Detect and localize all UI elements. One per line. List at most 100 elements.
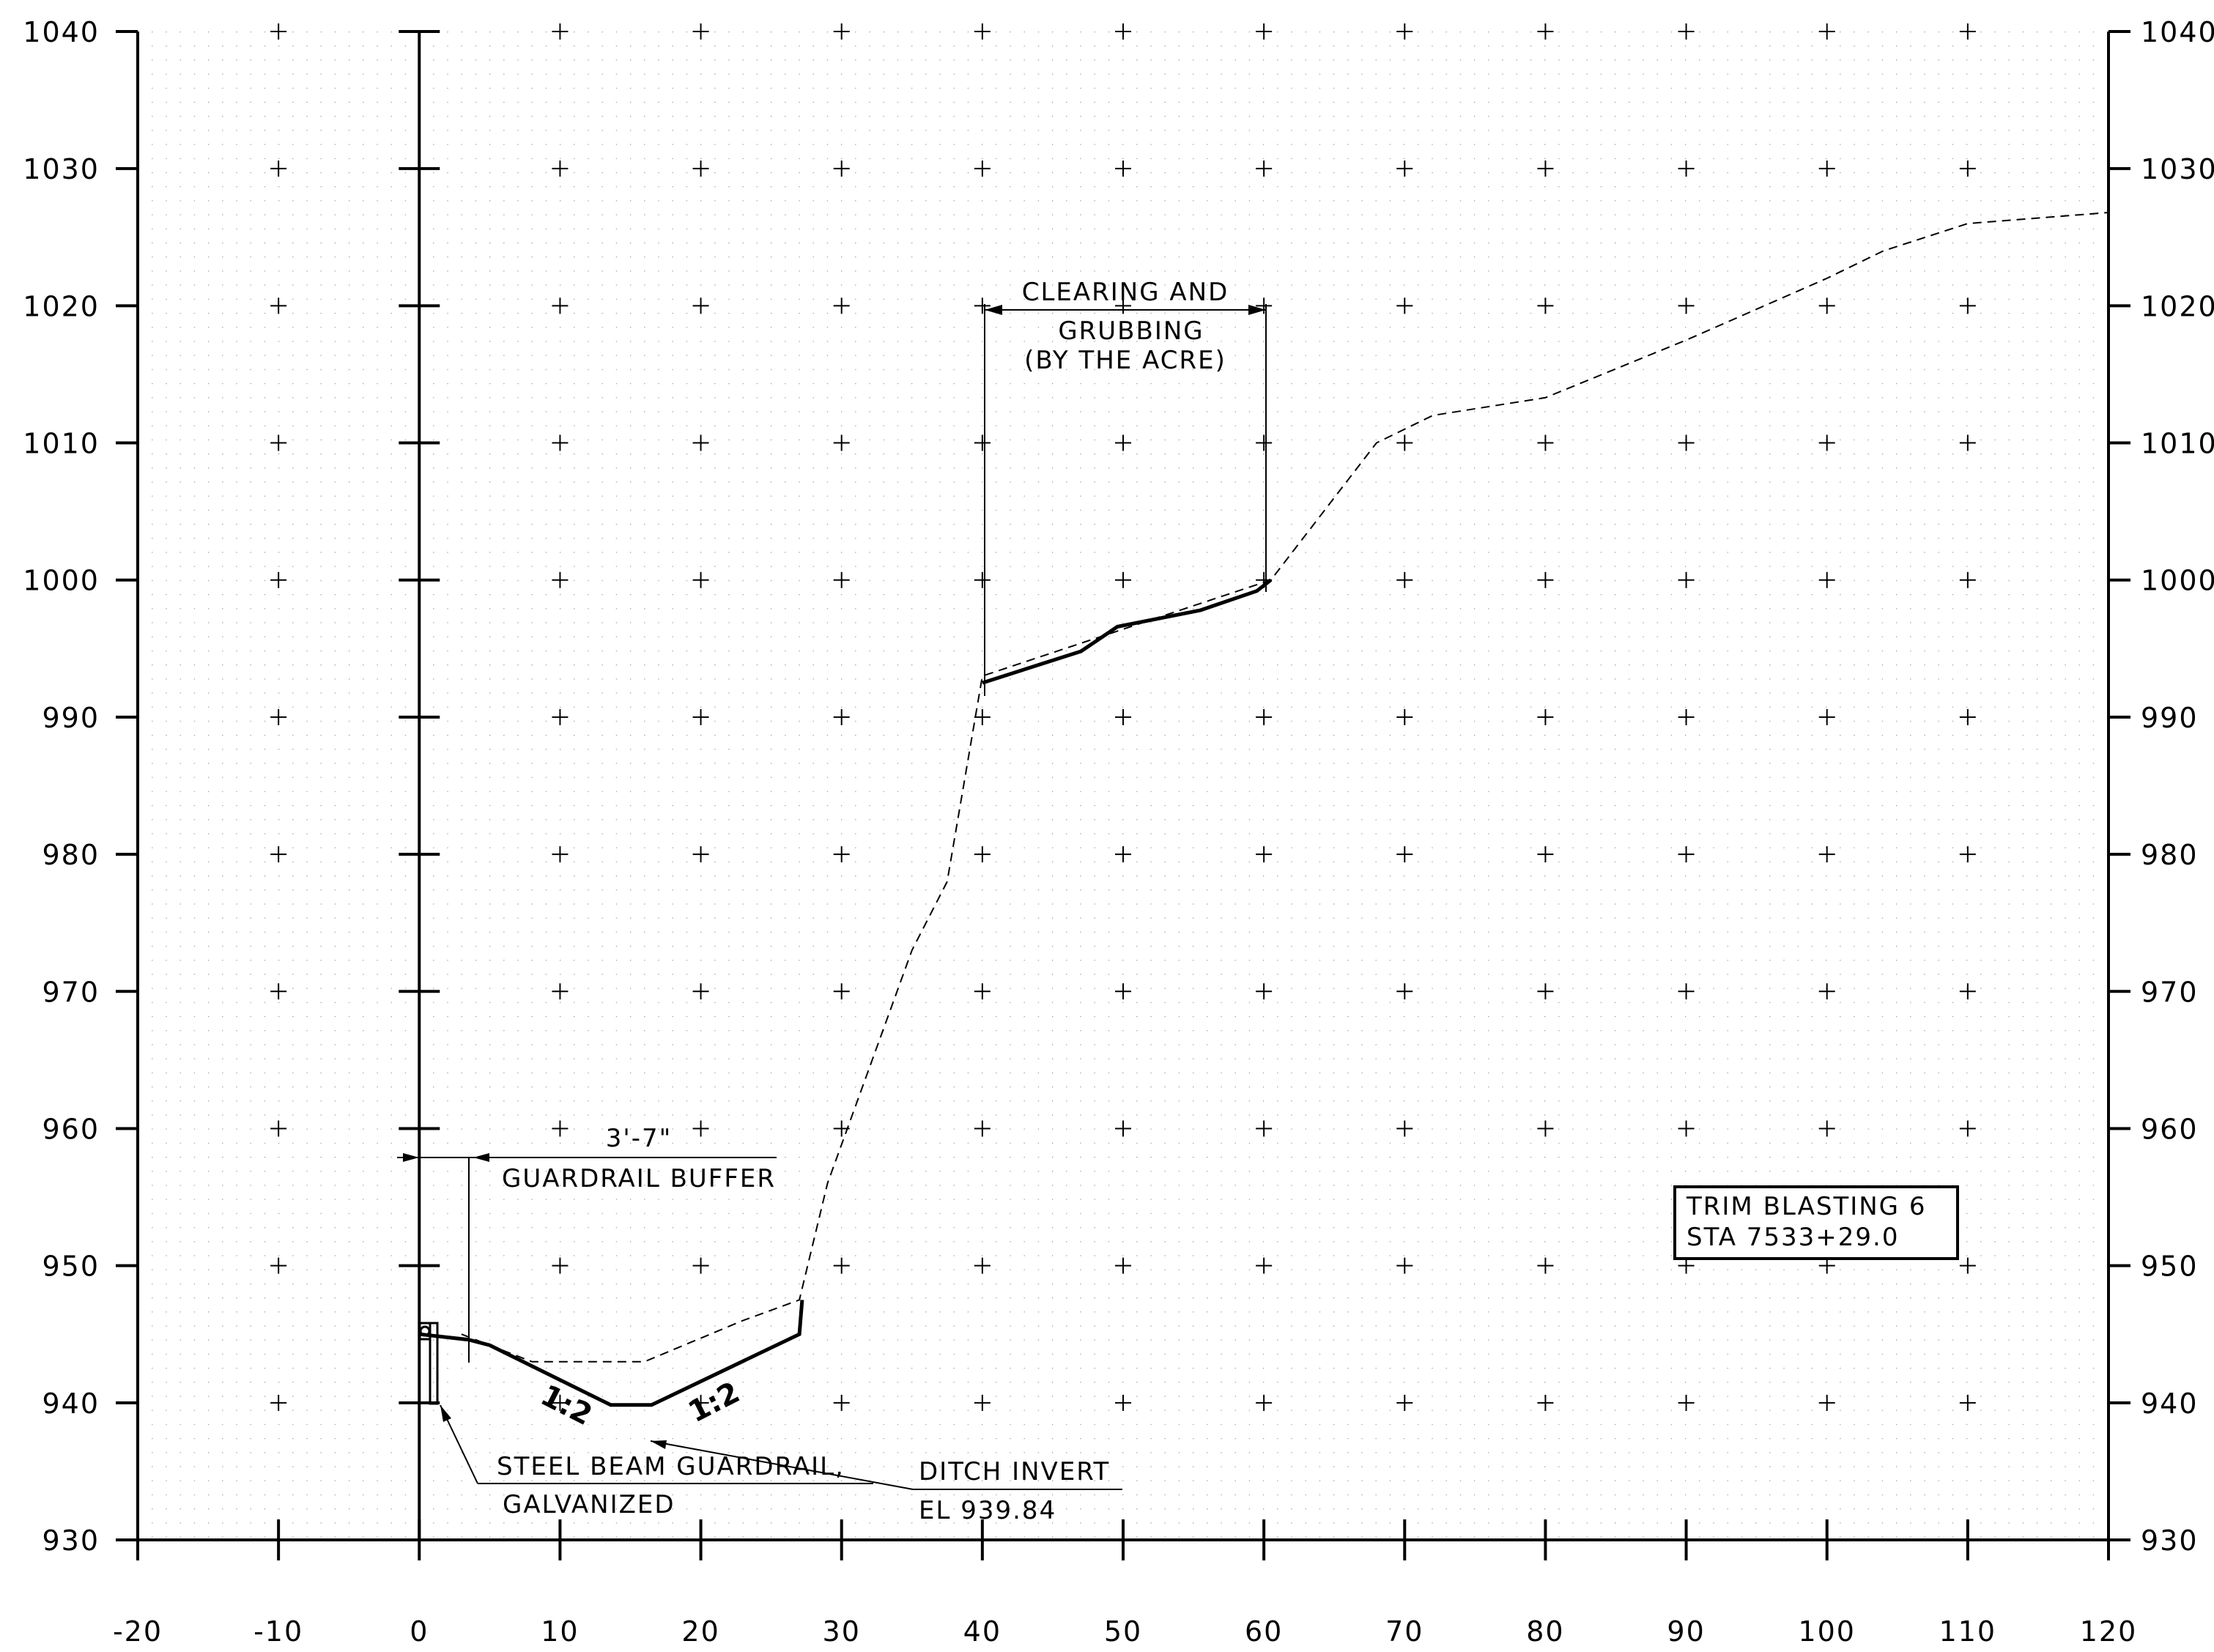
- grid-cross-marker: [833, 1257, 850, 1274]
- y-tick-label-right: 960: [2141, 1113, 2199, 1145]
- grid-cross-marker: [974, 297, 991, 314]
- station-number: STA 7533+29.0: [1687, 1223, 1900, 1252]
- ditch-invert-label-line2: EL 939.84: [919, 1496, 1056, 1525]
- x-tick-label: -10: [253, 1615, 303, 1648]
- x-tick-label: -20: [113, 1615, 163, 1648]
- y-tick-label-left: 980: [42, 839, 100, 871]
- grid-cross-marker: [1256, 434, 1273, 451]
- grid-cross-marker: [1256, 160, 1273, 177]
- grid-cross-marker: [270, 1257, 287, 1274]
- grid-cross-marker: [552, 297, 569, 314]
- grid-cross-marker: [552, 1394, 569, 1411]
- grid-cross-marker: [1537, 708, 1554, 725]
- grid-cross-marker: [1115, 1394, 1131, 1411]
- grid-cross-marker: [1115, 297, 1131, 314]
- grid-cross-marker: [1678, 846, 1695, 863]
- grid-cross-marker: [270, 708, 287, 725]
- y-tick-label-left: 950: [42, 1251, 100, 1283]
- grid-cross-marker: [974, 983, 991, 1000]
- grid-cross-marker: [1537, 297, 1554, 314]
- grid-cross-marker: [1818, 1257, 1835, 1274]
- grid-cross-marker: [1537, 1257, 1554, 1274]
- grid-cross-marker: [833, 23, 850, 40]
- y-tick-label-left: 1040: [23, 16, 100, 48]
- grid-cross-marker: [1678, 571, 1695, 588]
- grid-cross-marker: [1115, 160, 1131, 177]
- grid-cross-marker: [1115, 846, 1131, 863]
- grid-cross-marker: [1959, 23, 1976, 40]
- grid-cross-marker: [692, 983, 709, 1000]
- grid-cross-marker: [1959, 434, 1976, 451]
- ditch-invert-leader: [650, 1440, 1122, 1490]
- grid-cross-marker: [1256, 23, 1273, 40]
- grid-cross-marker: [1678, 434, 1695, 451]
- grid-cross-marker: [974, 434, 991, 451]
- grid-cross-marker: [833, 434, 850, 451]
- y-tick-label-right: 990: [2141, 702, 2199, 734]
- x-tick-labels: -20 -10 0 10 20 30 40 50 60 70 80 90 100 110 120: [113, 1615, 2136, 1648]
- grid-cross-marker: [552, 160, 569, 177]
- grid-cross-marker: [270, 23, 287, 40]
- y-tick-label-right: 1020: [2141, 290, 2214, 322]
- grid-cross-marker: [270, 983, 287, 1000]
- grid-cross-marker: [1396, 1394, 1413, 1411]
- grid-cross-marker: [1396, 983, 1413, 1000]
- grid-cross-marker: [1115, 1257, 1131, 1274]
- grid-cross-marker: [1818, 160, 1835, 177]
- clearing-label-line2: GRUBBING: [1058, 316, 1204, 346]
- y-tick-label-left: 1020: [23, 290, 100, 322]
- guardrail-buffer-dimension: [397, 1153, 777, 1363]
- grid-cross-marker: [1256, 1257, 1273, 1274]
- x-tick-label: 0: [410, 1615, 429, 1648]
- grid-cross-marker: [1818, 846, 1835, 863]
- grid-cross-marker: [833, 160, 850, 177]
- clearing-label-line3: (BY THE ACRE): [1024, 346, 1226, 375]
- grid-cross-marker: [1818, 297, 1835, 314]
- grid-cross-marker: [1678, 1394, 1695, 1411]
- grid-cross-marker: [692, 434, 709, 451]
- y-tick-label-left: 990: [42, 702, 100, 734]
- x-tick-label: 10: [541, 1615, 579, 1648]
- grid-cross-marker: [270, 297, 287, 314]
- grid-cross-marker: [1115, 708, 1131, 725]
- grid-cross-marker: [1396, 23, 1413, 40]
- grid-cross-marker: [1818, 1394, 1835, 1411]
- ditch-invert-label-line1: DITCH INVERT: [919, 1457, 1110, 1486]
- grid-cross-marker: [1818, 434, 1835, 451]
- grid-cross-marker: [1115, 571, 1131, 588]
- guardrail-leader: [440, 1404, 873, 1484]
- grid-cross-marker: [1396, 846, 1413, 863]
- grid-cross-marker: [974, 708, 991, 725]
- grid-cross-marker: [1537, 846, 1554, 863]
- grid-cross-marker: [1115, 434, 1131, 451]
- grid-cross-marker: [1537, 983, 1554, 1000]
- grid-cross-marker: [1115, 983, 1131, 1000]
- clearing-label-line1: CLEARING AND: [1022, 278, 1229, 307]
- x-tick-label: 70: [1385, 1615, 1423, 1648]
- grid-cross-marker: [1256, 983, 1273, 1000]
- x-tick-label: 30: [823, 1615, 861, 1648]
- station-title: TRIM BLASTING 6: [1686, 1192, 1926, 1221]
- grid-cross-marker: [1396, 1120, 1413, 1137]
- grid-cross-marker: [1256, 1394, 1273, 1411]
- grid-cross-marker: [833, 983, 850, 1000]
- grid-cross-marker: [1959, 1394, 1976, 1411]
- grid-cross-marker: [552, 434, 569, 451]
- grid-cross-marker: [974, 1257, 991, 1274]
- grid-cross-marker: [833, 1394, 850, 1411]
- x-tick-label: 60: [1245, 1615, 1283, 1648]
- grid-cross-marker: [1678, 160, 1695, 177]
- grid-cross-marker: [1678, 23, 1695, 40]
- x-tick-label: 40: [963, 1615, 1002, 1648]
- y-tick-labels: 930 930 940 940 950 950 960 960 970 970 980 980 990 9…: [23, 16, 2214, 1557]
- grid-cross-marker: [1537, 1394, 1554, 1411]
- clearing-limit-line: [982, 578, 1273, 685]
- y-tick-label-right: 1030: [2141, 153, 2214, 185]
- grid-cross-marker: [692, 571, 709, 588]
- y-tick-label-right: 940: [2141, 1388, 2199, 1420]
- grid-cross-marker: [1537, 160, 1554, 177]
- grid-cross-marker: [270, 1394, 287, 1411]
- grid-cross-marker: [1818, 1120, 1835, 1137]
- chart-axes: [116, 30, 2130, 1560]
- x-tick-label: 50: [1104, 1615, 1142, 1648]
